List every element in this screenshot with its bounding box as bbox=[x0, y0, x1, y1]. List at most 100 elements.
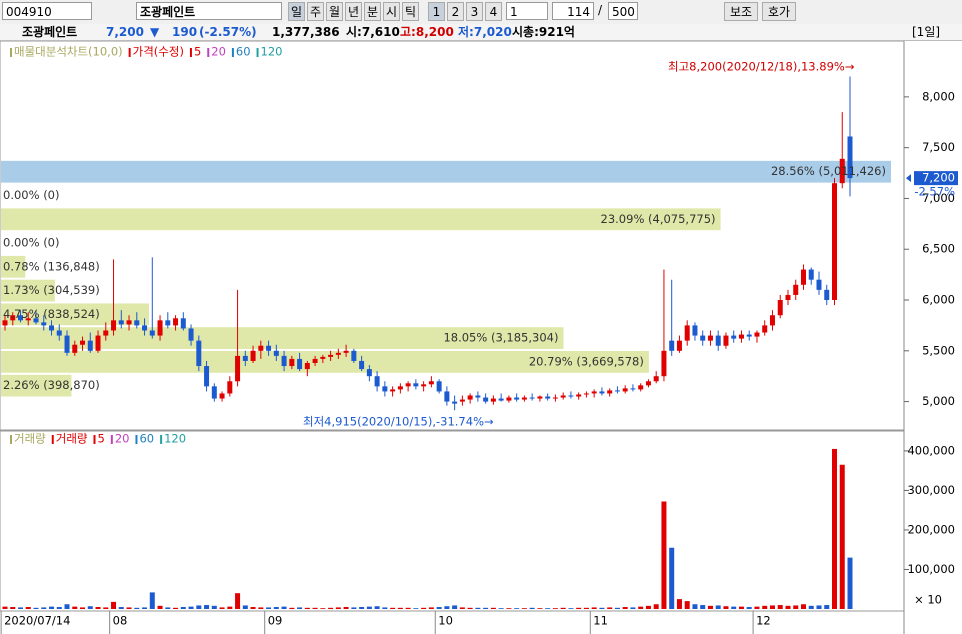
volume-bar bbox=[808, 605, 814, 609]
legend-label: 거래량 bbox=[56, 432, 88, 446]
volume-bar bbox=[320, 608, 326, 609]
candle-body bbox=[173, 318, 179, 326]
candle-body bbox=[64, 335, 70, 353]
candle-body bbox=[266, 345, 272, 351]
volume-bar bbox=[366, 606, 372, 609]
period-button[interactable]: 2 bbox=[447, 2, 464, 21]
count[interactable]: 114 bbox=[552, 2, 594, 20]
volume-bar bbox=[95, 607, 101, 609]
volume-bar bbox=[351, 607, 357, 609]
candle-body bbox=[111, 320, 117, 331]
legend-label: 20 bbox=[211, 45, 226, 59]
candle-body bbox=[707, 335, 713, 341]
volume-bar bbox=[374, 606, 380, 609]
candle-body bbox=[653, 376, 659, 382]
candle-body bbox=[715, 335, 721, 346]
y-tick-label: 6,000 bbox=[922, 293, 955, 307]
period-button[interactable]: 3 bbox=[466, 2, 483, 21]
y-tick-label: 400,000 bbox=[907, 443, 955, 457]
button[interactable]: 호가 bbox=[762, 2, 796, 21]
candle-body bbox=[134, 320, 140, 326]
legend-swatch bbox=[160, 435, 163, 444]
volume-bar bbox=[769, 605, 775, 609]
candle-body bbox=[769, 315, 775, 326]
candle-body bbox=[529, 397, 535, 399]
volume-bar bbox=[545, 608, 551, 609]
candle-body bbox=[521, 397, 527, 400]
volume-bar bbox=[258, 607, 264, 609]
volume-bar bbox=[126, 607, 132, 609]
volume-bar bbox=[436, 607, 442, 609]
info-price: 7,200 bbox=[106, 25, 144, 39]
volume-bar bbox=[700, 605, 706, 609]
volume-bar bbox=[118, 607, 124, 609]
volume-bar bbox=[72, 606, 78, 609]
candle-body bbox=[676, 340, 682, 351]
volume-bar bbox=[196, 605, 202, 609]
volume-bar bbox=[312, 607, 318, 609]
period-button[interactable]: 1 bbox=[428, 2, 445, 21]
volume-bar bbox=[2, 606, 8, 609]
legend-swatch bbox=[10, 435, 12, 444]
legend-label: 120 bbox=[261, 45, 283, 59]
volume-bar bbox=[428, 607, 434, 609]
volume-bar bbox=[157, 605, 163, 609]
candle-body bbox=[692, 325, 698, 336]
candle-body bbox=[343, 350, 349, 353]
profile-bar bbox=[1, 160, 891, 183]
annotation: 최저4,915(2020/10/15),-31.74%→ bbox=[303, 415, 494, 429]
legend-swatch bbox=[189, 48, 192, 57]
period-button[interactable]: 4 bbox=[485, 2, 502, 21]
period-button[interactable]: 월 bbox=[326, 2, 343, 21]
candle-body bbox=[390, 389, 396, 392]
candle-body bbox=[196, 340, 202, 367]
info-period: [1일] bbox=[912, 25, 941, 39]
interval[interactable]: 1 bbox=[506, 2, 548, 20]
info-cap: 시총:921억 bbox=[512, 25, 575, 39]
period-button[interactable]: 주 bbox=[307, 2, 324, 21]
legend-swatch bbox=[231, 48, 234, 57]
period-button[interactable]: 년 bbox=[345, 2, 362, 21]
candle-body bbox=[847, 136, 853, 179]
volume-bar bbox=[777, 605, 783, 609]
candle-body bbox=[273, 350, 279, 356]
x-tick-label: 09 bbox=[268, 614, 283, 628]
profile-bar bbox=[1, 279, 55, 302]
period-button[interactable]: 시 bbox=[383, 2, 400, 21]
volume-bar bbox=[591, 607, 597, 609]
candle-body bbox=[41, 322, 47, 326]
candle-body bbox=[95, 335, 101, 351]
volume-bar bbox=[335, 607, 341, 609]
candle-body bbox=[149, 330, 155, 336]
period-button[interactable]: 분 bbox=[364, 2, 381, 21]
button[interactable]: 보조 bbox=[724, 2, 758, 21]
period-button[interactable]: 일 bbox=[288, 2, 305, 21]
volume-bar bbox=[568, 608, 574, 609]
candle-body bbox=[452, 401, 458, 404]
volume-bar bbox=[490, 607, 496, 609]
volume-bar bbox=[328, 607, 334, 609]
candle-body bbox=[746, 334, 752, 337]
volume-bar bbox=[289, 607, 295, 609]
candle-body bbox=[560, 395, 566, 398]
stock-code[interactable]: 004910 bbox=[2, 2, 92, 20]
candle-body bbox=[514, 397, 520, 400]
profile-label: 4.75% (838,524) bbox=[3, 307, 100, 321]
stock-name[interactable]: 조광페인트 bbox=[136, 2, 282, 20]
candle-body bbox=[2, 320, 8, 326]
candle-body bbox=[630, 388, 636, 390]
candle-body bbox=[428, 381, 434, 385]
candle-body bbox=[607, 390, 613, 394]
candle-body bbox=[785, 294, 791, 301]
volume-bar bbox=[64, 604, 70, 609]
candle-body bbox=[351, 350, 357, 361]
volume-bar bbox=[754, 606, 760, 609]
profile-bar bbox=[1, 350, 649, 373]
total[interactable]: 500 bbox=[608, 2, 638, 20]
legend-label: 가격(수정) bbox=[133, 45, 184, 59]
y-tick-label: 5,500 bbox=[922, 343, 955, 357]
period-button[interactable]: 틱 bbox=[402, 2, 419, 21]
profile-label: 18.05% (3,185,304) bbox=[443, 331, 558, 345]
profile-label: 0.00% (0) bbox=[3, 188, 59, 202]
